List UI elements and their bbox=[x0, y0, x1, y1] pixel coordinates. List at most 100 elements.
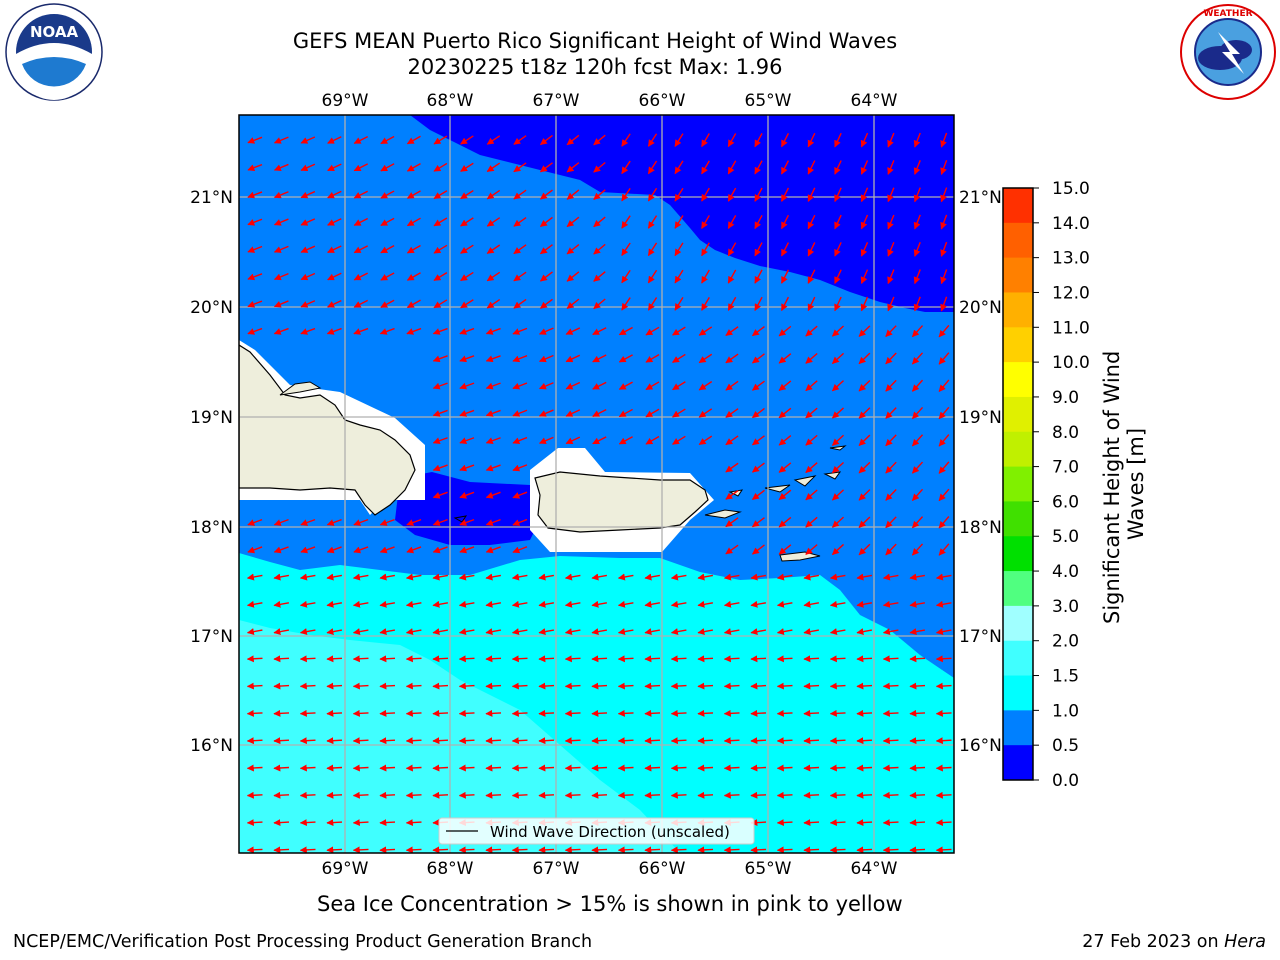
wave-arrow bbox=[776, 764, 793, 772]
wave-arrow bbox=[273, 737, 290, 745]
wave-arrow bbox=[459, 464, 475, 472]
wave-arrow bbox=[353, 546, 369, 554]
wave-arrow bbox=[938, 324, 950, 338]
wave-arrow bbox=[807, 296, 816, 312]
wave-arrow bbox=[432, 846, 449, 853]
wave-arrow bbox=[829, 655, 846, 663]
wave-arrow bbox=[697, 764, 714, 772]
wave-arrow bbox=[697, 682, 714, 690]
wave-arrow bbox=[778, 407, 792, 419]
wave-arrow bbox=[432, 628, 449, 636]
wave-arrow bbox=[697, 791, 714, 799]
wave-arrow bbox=[858, 379, 871, 392]
wave-arrow bbox=[909, 682, 926, 690]
wave-arrow bbox=[485, 546, 501, 554]
wave-arrow bbox=[273, 163, 289, 171]
wave-arrow bbox=[911, 488, 924, 501]
wave-arrow bbox=[621, 133, 631, 147]
wave-arrow bbox=[246, 764, 263, 772]
wave-arrow bbox=[459, 409, 475, 417]
colorbar-segment bbox=[1003, 327, 1033, 363]
lon-label-top: 66°W bbox=[639, 91, 686, 111]
wave-arrow bbox=[379, 573, 396, 581]
wave-arrow bbox=[327, 136, 342, 144]
wave-arrow bbox=[674, 297, 684, 311]
colorbar-segment bbox=[1003, 257, 1033, 293]
wave-arrow bbox=[565, 409, 581, 417]
wave-arrow bbox=[591, 846, 608, 853]
wave-arrow bbox=[458, 682, 475, 690]
wave-arrow bbox=[701, 296, 710, 311]
wave-arrow bbox=[353, 245, 369, 254]
wave-arrow bbox=[751, 353, 765, 364]
wave-arrow bbox=[803, 764, 820, 772]
wave-arrow bbox=[913, 269, 921, 285]
wave-arrow bbox=[831, 489, 844, 501]
wave-arrow bbox=[538, 846, 555, 853]
wave-arrow bbox=[592, 409, 607, 417]
wave-arrow bbox=[485, 846, 502, 853]
wave-arrow bbox=[406, 162, 421, 172]
wave-arrow bbox=[512, 355, 528, 363]
wave-arrow bbox=[807, 187, 816, 202]
wave-arrow bbox=[405, 600, 422, 608]
wave-arrow bbox=[511, 709, 528, 717]
lat-label-left: 18°N bbox=[190, 518, 233, 538]
colorbar-tick-label: 11.0 bbox=[1052, 318, 1090, 338]
wave-arrow bbox=[780, 269, 790, 284]
colorbar-label: Significant Height of Wind Waves [m] bbox=[1100, 344, 1148, 624]
wave-arrow bbox=[273, 655, 290, 663]
wave-arrow bbox=[697, 628, 714, 636]
map-area bbox=[239, 115, 954, 853]
wave-arrow bbox=[513, 271, 527, 282]
wave-arrow bbox=[485, 655, 502, 663]
wave-arrow bbox=[882, 846, 899, 853]
wave-arrow bbox=[433, 244, 448, 254]
colorbar-segment bbox=[1003, 431, 1033, 468]
wave-arrow bbox=[885, 379, 897, 392]
wave-arrow bbox=[273, 245, 289, 253]
wave-arrow bbox=[406, 135, 421, 145]
wave-arrow bbox=[803, 819, 820, 827]
colorbar-label-line1: Significant Height of Wind bbox=[1100, 351, 1124, 624]
colorbar-segment bbox=[1003, 571, 1033, 607]
legend-label: Wind Wave Direction (unscaled) bbox=[490, 823, 730, 841]
wave-arrow bbox=[829, 737, 846, 745]
wave-arrow bbox=[299, 655, 316, 663]
wave-arrow bbox=[935, 600, 952, 608]
wave-arrow bbox=[670, 846, 687, 853]
wave-arrow bbox=[750, 655, 767, 663]
wave-arrow bbox=[460, 271, 474, 282]
wave-arrow bbox=[887, 214, 895, 230]
wave-arrow bbox=[538, 709, 555, 717]
wave-arrow bbox=[591, 573, 608, 581]
wave-arrow bbox=[725, 544, 739, 555]
wave-arrow bbox=[512, 327, 528, 335]
wave-arrow bbox=[273, 136, 289, 144]
wave-arrow bbox=[670, 628, 687, 636]
wave-arrow bbox=[829, 600, 846, 608]
wave-arrow bbox=[406, 244, 421, 254]
wave-arrow bbox=[856, 764, 873, 772]
colorbar-tick-label: 1.5 bbox=[1052, 667, 1079, 687]
wave-arrow bbox=[911, 461, 924, 474]
wave-arrow bbox=[911, 543, 924, 556]
wave-arrow bbox=[780, 187, 790, 202]
wave-arrow bbox=[856, 573, 873, 581]
wave-arrow bbox=[326, 573, 343, 581]
wave-arrow bbox=[725, 517, 739, 528]
wave-arrow bbox=[701, 133, 710, 148]
wave-arrow bbox=[432, 355, 448, 363]
wave-arrow bbox=[935, 628, 952, 636]
colorbar-tick-label: 8.0 bbox=[1052, 423, 1079, 443]
wave-arrow bbox=[538, 628, 555, 636]
wave-arrow bbox=[511, 791, 528, 799]
wave-arrow bbox=[751, 380, 765, 391]
wave-arrow bbox=[727, 160, 737, 175]
wave-arrow bbox=[882, 819, 899, 827]
wave-arrow bbox=[327, 163, 342, 172]
wave-arrow bbox=[645, 326, 660, 336]
wave-arrow bbox=[539, 298, 553, 309]
wave-arrow bbox=[485, 382, 501, 390]
